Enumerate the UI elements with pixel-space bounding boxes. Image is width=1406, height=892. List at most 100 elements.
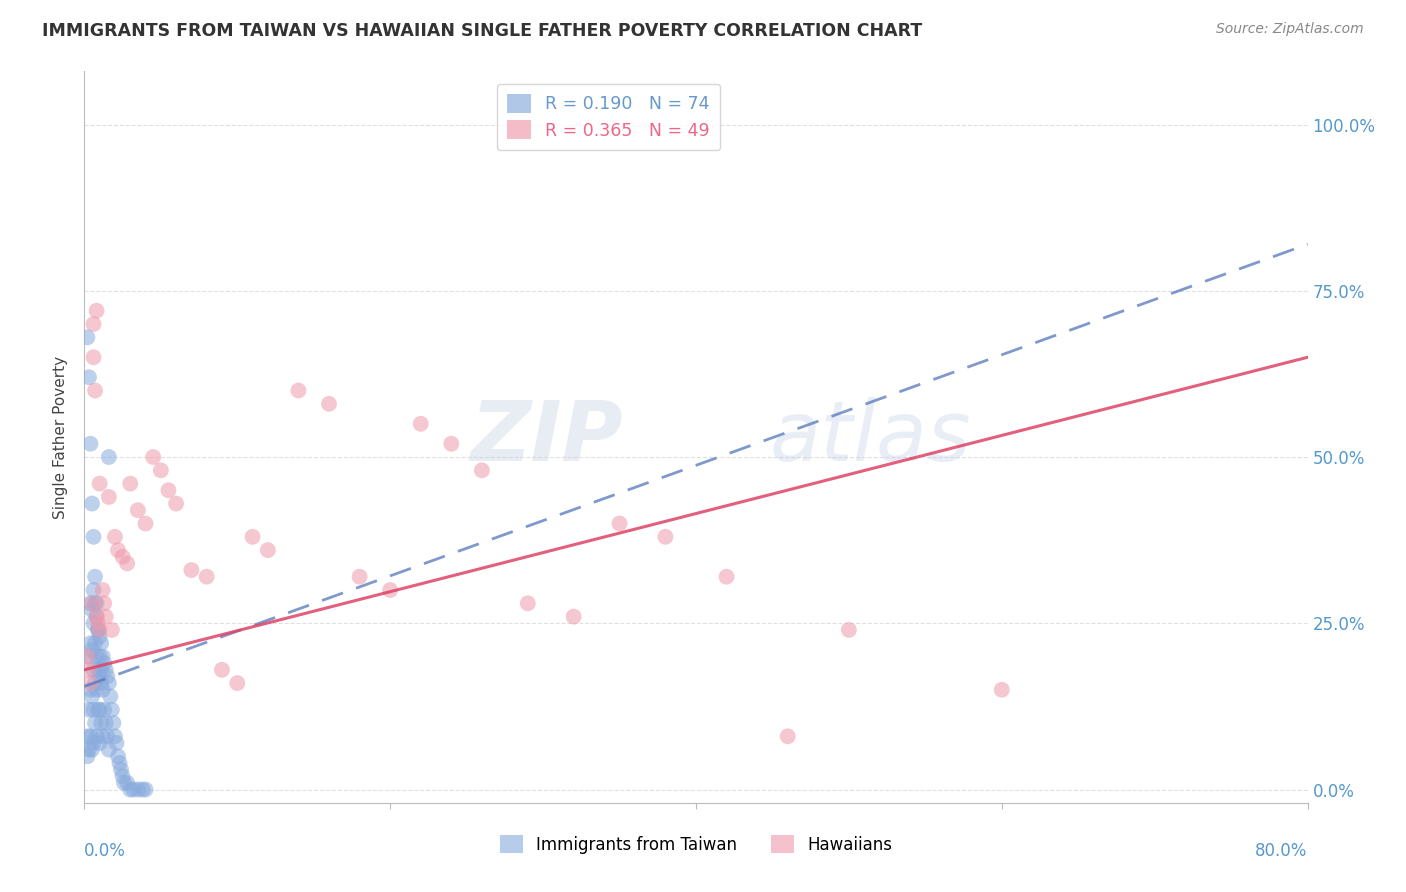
Point <box>79 676 101 690</box>
Point <box>226 676 249 690</box>
Point <box>96 669 118 683</box>
Point <box>86 596 108 610</box>
Point <box>83 317 105 331</box>
Point <box>101 623 124 637</box>
Point <box>77 663 100 677</box>
Point <box>111 549 134 564</box>
Point <box>80 690 103 704</box>
Point <box>716 570 738 584</box>
Point <box>654 530 676 544</box>
Point <box>86 649 108 664</box>
Point <box>77 742 100 756</box>
Point <box>87 623 110 637</box>
Point <box>90 676 112 690</box>
Point <box>77 703 100 717</box>
Point <box>242 530 264 544</box>
Point <box>211 663 233 677</box>
Point <box>76 749 98 764</box>
Point <box>103 716 125 731</box>
Point <box>409 417 432 431</box>
Point <box>80 497 103 511</box>
Point <box>90 716 112 731</box>
Point <box>77 649 100 664</box>
Point <box>86 609 108 624</box>
Point <box>98 690 121 704</box>
Point <box>84 596 107 610</box>
Point <box>86 729 108 743</box>
Point <box>991 682 1014 697</box>
Point <box>96 729 118 743</box>
Point <box>87 703 110 717</box>
Point <box>257 543 280 558</box>
Point <box>83 736 105 750</box>
Point <box>79 436 101 450</box>
Point <box>104 729 127 743</box>
Text: ZIP: ZIP <box>470 397 623 477</box>
Legend: Immigrants from Taiwan, Hawaiians: Immigrants from Taiwan, Hawaiians <box>494 829 898 860</box>
Point <box>111 769 134 783</box>
Point <box>97 676 120 690</box>
Point <box>97 450 120 464</box>
Point <box>89 476 111 491</box>
Point <box>89 703 111 717</box>
Text: 0.0%: 0.0% <box>84 842 127 860</box>
Point <box>135 516 157 531</box>
Point <box>83 582 105 597</box>
Point <box>287 384 309 398</box>
Point <box>97 490 120 504</box>
Text: IMMIGRANTS FROM TAIWAN VS HAWAIIAN SINGLE FATHER POVERTY CORRELATION CHART: IMMIGRANTS FROM TAIWAN VS HAWAIIAN SINGL… <box>42 22 922 40</box>
Point <box>83 663 105 677</box>
Text: 80.0%: 80.0% <box>1256 842 1308 860</box>
Point <box>91 582 114 597</box>
Point <box>110 763 132 777</box>
Point <box>131 782 153 797</box>
Point <box>94 716 117 731</box>
Point <box>80 643 103 657</box>
Point <box>93 703 115 717</box>
Point <box>86 303 108 318</box>
Point <box>120 476 142 491</box>
Point <box>83 616 105 631</box>
Point <box>115 776 138 790</box>
Point <box>440 436 463 450</box>
Point <box>79 596 101 610</box>
Point <box>115 557 138 571</box>
Point <box>89 623 111 637</box>
Point <box>79 729 101 743</box>
Point <box>609 516 631 531</box>
Point <box>349 570 371 584</box>
Point <box>89 736 111 750</box>
Point <box>107 543 129 558</box>
Point <box>80 596 103 610</box>
Point <box>157 483 180 498</box>
Point <box>838 623 860 637</box>
Point <box>93 656 115 670</box>
Point <box>86 682 108 697</box>
Point <box>80 742 103 756</box>
Point <box>380 582 402 597</box>
Point <box>83 703 105 717</box>
Point <box>76 330 98 344</box>
Point <box>89 630 111 644</box>
Point <box>105 736 128 750</box>
Point <box>90 636 112 650</box>
Point <box>84 716 107 731</box>
Point <box>142 450 165 464</box>
Point <box>91 682 114 697</box>
Point <box>471 463 494 477</box>
Y-axis label: Single Father Poverty: Single Father Poverty <box>53 356 69 518</box>
Point <box>108 756 131 770</box>
Text: atlas: atlas <box>769 397 972 477</box>
Point <box>101 703 124 717</box>
Point <box>89 649 111 664</box>
Point <box>84 636 107 650</box>
Point <box>80 603 103 617</box>
Point <box>87 663 110 677</box>
Point <box>84 384 107 398</box>
Point <box>165 497 187 511</box>
Point <box>107 749 129 764</box>
Point <box>91 729 114 743</box>
Point <box>195 570 218 584</box>
Point <box>76 649 98 664</box>
Point <box>149 463 172 477</box>
